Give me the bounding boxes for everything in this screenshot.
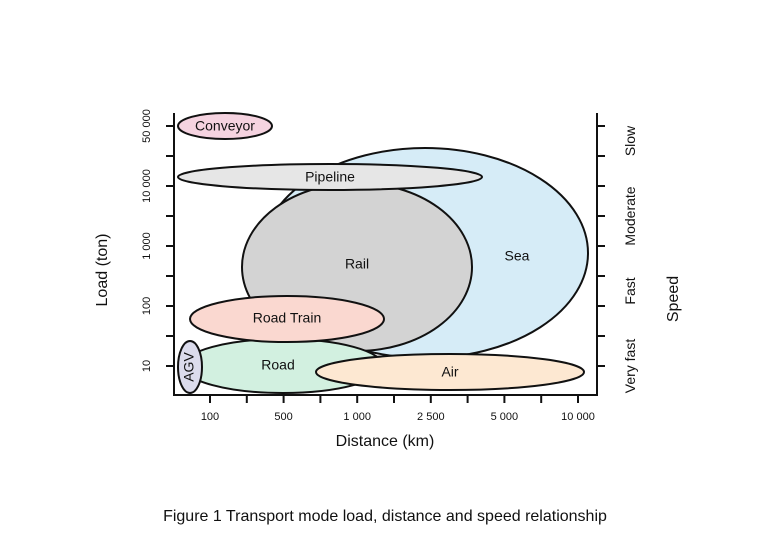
speed-tick-label: Fast bbox=[622, 277, 638, 304]
label-agv: AGV bbox=[181, 352, 197, 382]
y-tick-label: 100 bbox=[141, 297, 153, 315]
ellipse-road-train bbox=[189, 295, 385, 343]
y-tick-label: 50 000 bbox=[141, 109, 153, 143]
mode-pipeline: Pipeline bbox=[177, 163, 483, 191]
label-sea: Sea bbox=[505, 248, 530, 264]
label-road: Road bbox=[261, 357, 294, 373]
figure-caption: Figure 1 Transport mode load, distance a… bbox=[163, 508, 607, 525]
y-tick-label: 1 000 bbox=[141, 232, 153, 260]
label-conveyor: Conveyor bbox=[195, 118, 255, 134]
label-rail: Rail bbox=[345, 256, 369, 272]
label-road-train: Road Train bbox=[253, 310, 321, 326]
x-tick-label: 500 bbox=[274, 411, 292, 423]
ellipse-conveyor bbox=[177, 112, 273, 140]
y-tick-label: 10 bbox=[141, 360, 153, 372]
mode-conveyor: Conveyor bbox=[177, 112, 273, 140]
speed-tick-label: Slow bbox=[622, 125, 638, 156]
mode-air: Air bbox=[315, 353, 585, 391]
ellipse-agv bbox=[177, 340, 203, 394]
x-tick-label: 100 bbox=[201, 411, 219, 423]
label-pipeline: Pipeline bbox=[305, 169, 355, 185]
speed-tick-label: Very fast bbox=[622, 339, 638, 394]
ellipse-air bbox=[315, 353, 585, 391]
speed-tick-label: Moderate bbox=[622, 186, 638, 245]
mode-agv: AGV bbox=[177, 340, 203, 394]
y-tick-label: 10 000 bbox=[141, 169, 153, 203]
x-tick-label: 5 000 bbox=[491, 411, 519, 423]
x-tick-label: 2 500 bbox=[417, 411, 445, 423]
ellipse-pipeline bbox=[177, 163, 483, 191]
x-tick-label: 10 000 bbox=[561, 411, 595, 423]
mode-road-train: Road Train bbox=[189, 295, 385, 343]
x-tick-label: 1 000 bbox=[343, 411, 371, 423]
label-air: Air bbox=[441, 364, 458, 380]
y-axis-label: Load (ton) bbox=[94, 234, 111, 307]
speed-axis-label: Speed bbox=[665, 276, 682, 322]
x-axis-label: Distance (km) bbox=[336, 433, 435, 450]
